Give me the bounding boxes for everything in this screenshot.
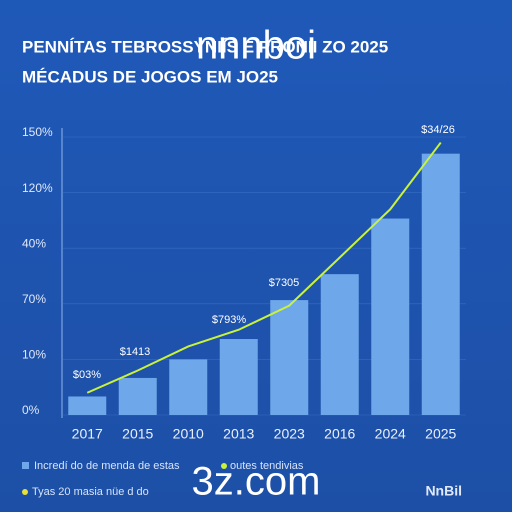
y-tick-label: 40% [22,236,46,250]
watermark: 3z.com [192,460,321,504]
annotation: $03% [73,369,101,381]
bar [421,153,460,415]
x-tick-label: 2016 [324,426,355,442]
y-tick-label: 70% [22,292,46,306]
y-tick-label: 10% [22,348,46,362]
y-tick-label: 0% [22,403,40,417]
trend-line [86,141,442,394]
bar [219,339,258,415]
y-tick-label: 120% [22,181,53,195]
annotation: $34/26 [421,124,455,136]
brand: NnBil [425,483,462,499]
bar [118,377,157,415]
x-tick-label: 2025 [425,426,456,442]
x-tick-label: 2013 [223,426,254,442]
legend-label: Incredí do de menda de estas [34,460,180,472]
annotation: $1413 [120,346,151,358]
y-tick-label: 150% [22,125,53,139]
annotation: $7305 [269,277,300,289]
legend-swatch [22,462,29,469]
x-tick-label: 2023 [274,426,305,442]
legend-label: outes tendivias [230,460,304,472]
note: Tyas 20 masia nüe d do [32,486,149,498]
chart-title: PENNÍTAS TEBROSSYNIÍS E PRONII ZO 2025 [22,37,388,56]
x-tick-label: 2017 [72,426,103,442]
x-tick-label: 2010 [173,426,204,442]
x-tick-label: 2015 [122,426,153,442]
x-tick-label: 2024 [375,426,406,442]
bar [270,300,309,415]
annotation: $793% [212,314,246,326]
bar [68,396,107,415]
legend-swatch [221,463,227,469]
watermark: nnnboi [196,24,316,68]
bar [320,274,359,415]
note-dot [22,489,28,495]
chart-subtitle: MÉCADUS DE JOGOS EM JO25 [22,67,278,86]
bar [169,359,208,415]
bar [371,218,410,415]
